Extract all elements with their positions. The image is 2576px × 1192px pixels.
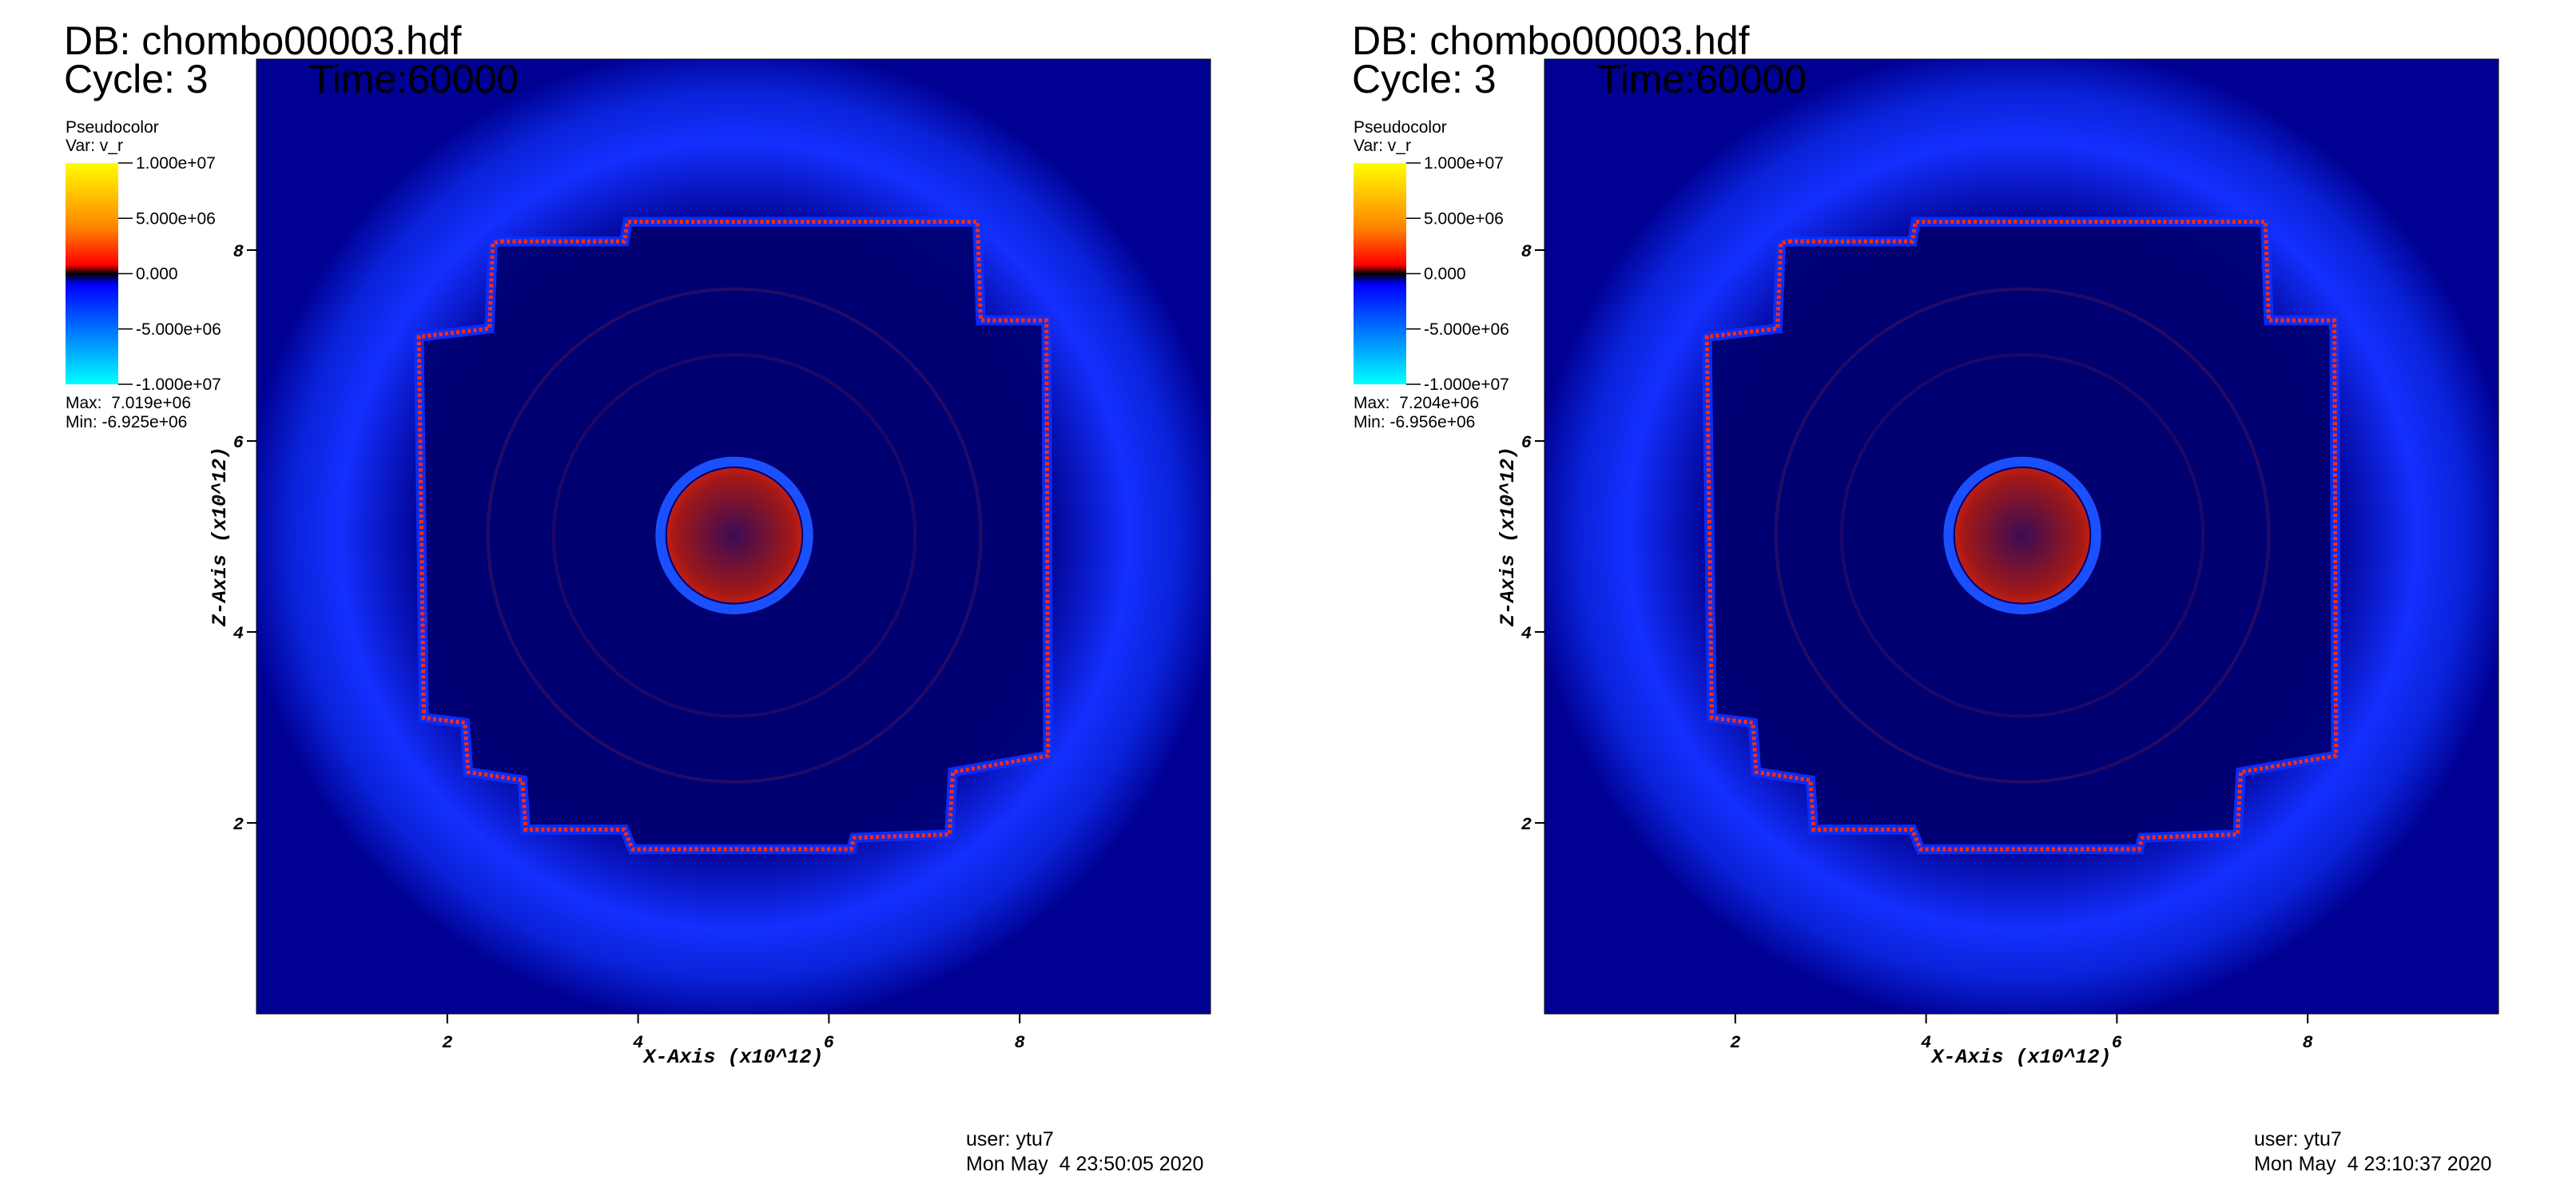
colorbar-label: 0.000 — [136, 265, 178, 284]
inner-ring — [551, 353, 917, 718]
colorbar-label: 5.000e+06 — [1424, 209, 1504, 228]
z-tick-label: 4 — [1521, 624, 1532, 644]
db-name: DB: chombo00003.hdf — [1352, 18, 1750, 63]
legend-title: Pseudocolor — [1354, 118, 1447, 137]
user: user: ytu7 — [2254, 1128, 2342, 1150]
z-tick-label: 8 — [233, 242, 244, 262]
x-tick-label: 2 — [442, 1033, 452, 1053]
db-name: DB: chombo00003.hdf — [64, 18, 462, 63]
date: Mon May 4 23:10:37 2020 — [2254, 1153, 2491, 1175]
plot-image — [256, 59, 1211, 1014]
legend-min: Min: -6.925e+06 — [66, 413, 187, 431]
refinement-edge — [1704, 219, 2339, 852]
colorbar-label: -1.000e+07 — [136, 375, 221, 394]
z-tick-label: 6 — [233, 433, 244, 453]
colorbar-label: 1.000e+07 — [136, 154, 216, 173]
z-tick-label: 6 — [1521, 433, 1532, 453]
colorbar-label: 1.000e+07 — [1424, 154, 1504, 173]
core-halo — [655, 456, 813, 614]
plot-frame — [256, 58, 1211, 1015]
x-axis-label: X-Axis (x10^12) — [1930, 1046, 2111, 1069]
colorbar — [1354, 163, 1406, 384]
x-tick-label: 8 — [1015, 1033, 1025, 1053]
plot-frame — [1544, 58, 2499, 1015]
x-tick-label: 6 — [2112, 1033, 2122, 1053]
core — [1954, 467, 2090, 603]
colorbar-label: 0.000 — [1424, 265, 1466, 284]
x-tick-label: 4 — [633, 1033, 643, 1053]
refinement-edge — [416, 219, 1051, 852]
inner-ring — [486, 287, 983, 784]
colorbar-label: -5.000e+06 — [136, 320, 221, 339]
colorbar-label: -5.000e+06 — [1424, 320, 1509, 339]
z-tick-label: 2 — [1521, 815, 1532, 835]
x-tick-label: 2 — [1730, 1033, 1740, 1053]
cycle: Cycle: 3 — [1352, 57, 1497, 101]
user: user: ytu7 — [966, 1128, 1054, 1150]
plot-image — [1544, 59, 2499, 1014]
z-tick-label: 4 — [233, 624, 244, 644]
panel: 2 4 6 8 2 4 6 8 X-Axis (x10^12) Z-Axis (x10^12) DB… — [64, 18, 1211, 1175]
time: Time:60000 — [1597, 57, 1807, 101]
cycle: Cycle: 3 — [64, 57, 209, 101]
inner-ring — [1774, 287, 2271, 784]
legend-min: Min: -6.956e+06 — [1354, 413, 1475, 431]
x-tick-label: 6 — [824, 1033, 834, 1053]
z-tick-label: 2 — [233, 815, 244, 835]
core-halo — [1943, 456, 2101, 614]
z-tick-label: 8 — [1521, 242, 1532, 262]
inner-ring — [1839, 353, 2205, 718]
colorbar — [66, 163, 118, 384]
x-tick-label: 8 — [2303, 1033, 2313, 1053]
legend-max: Max: 7.019e+06 — [66, 394, 191, 412]
legend-var: Var: v_r — [66, 137, 123, 155]
panel: 2 4 6 8 2 4 6 8 X-Axis (x10^12) Z-Axis (x10^12) DB… — [1352, 18, 2499, 1175]
x-tick-label: 4 — [1921, 1033, 1931, 1053]
colorbar-label: 5.000e+06 — [136, 209, 216, 228]
x-axis-label: X-Axis (x10^12) — [642, 1046, 823, 1069]
colorbar-label: -1.000e+07 — [1424, 375, 1509, 394]
date: Mon May 4 23:50:05 2020 — [966, 1153, 1203, 1175]
legend-max: Max: 7.204e+06 — [1354, 394, 1479, 412]
z-axis-label: Z-Axis (x10^12) — [1497, 447, 1520, 627]
core — [666, 467, 802, 603]
legend-var: Var: v_r — [1354, 137, 1411, 155]
legend-title: Pseudocolor — [66, 118, 159, 137]
z-axis-label: Z-Axis (x10^12) — [209, 447, 232, 627]
time: Time:60000 — [309, 57, 519, 101]
